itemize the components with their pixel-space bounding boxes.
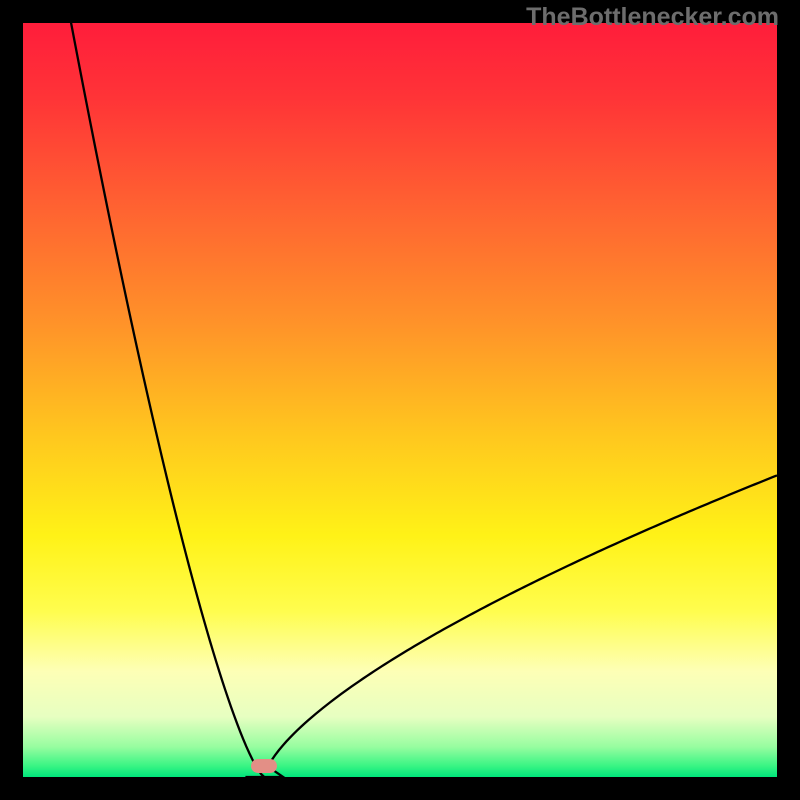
gradient-background (23, 23, 777, 777)
watermark-text: TheBottlenecker.com (526, 3, 779, 32)
chart-frame: TheBottlenecker.com (0, 0, 800, 800)
chart-svg (0, 0, 800, 800)
min-marker (251, 759, 277, 773)
